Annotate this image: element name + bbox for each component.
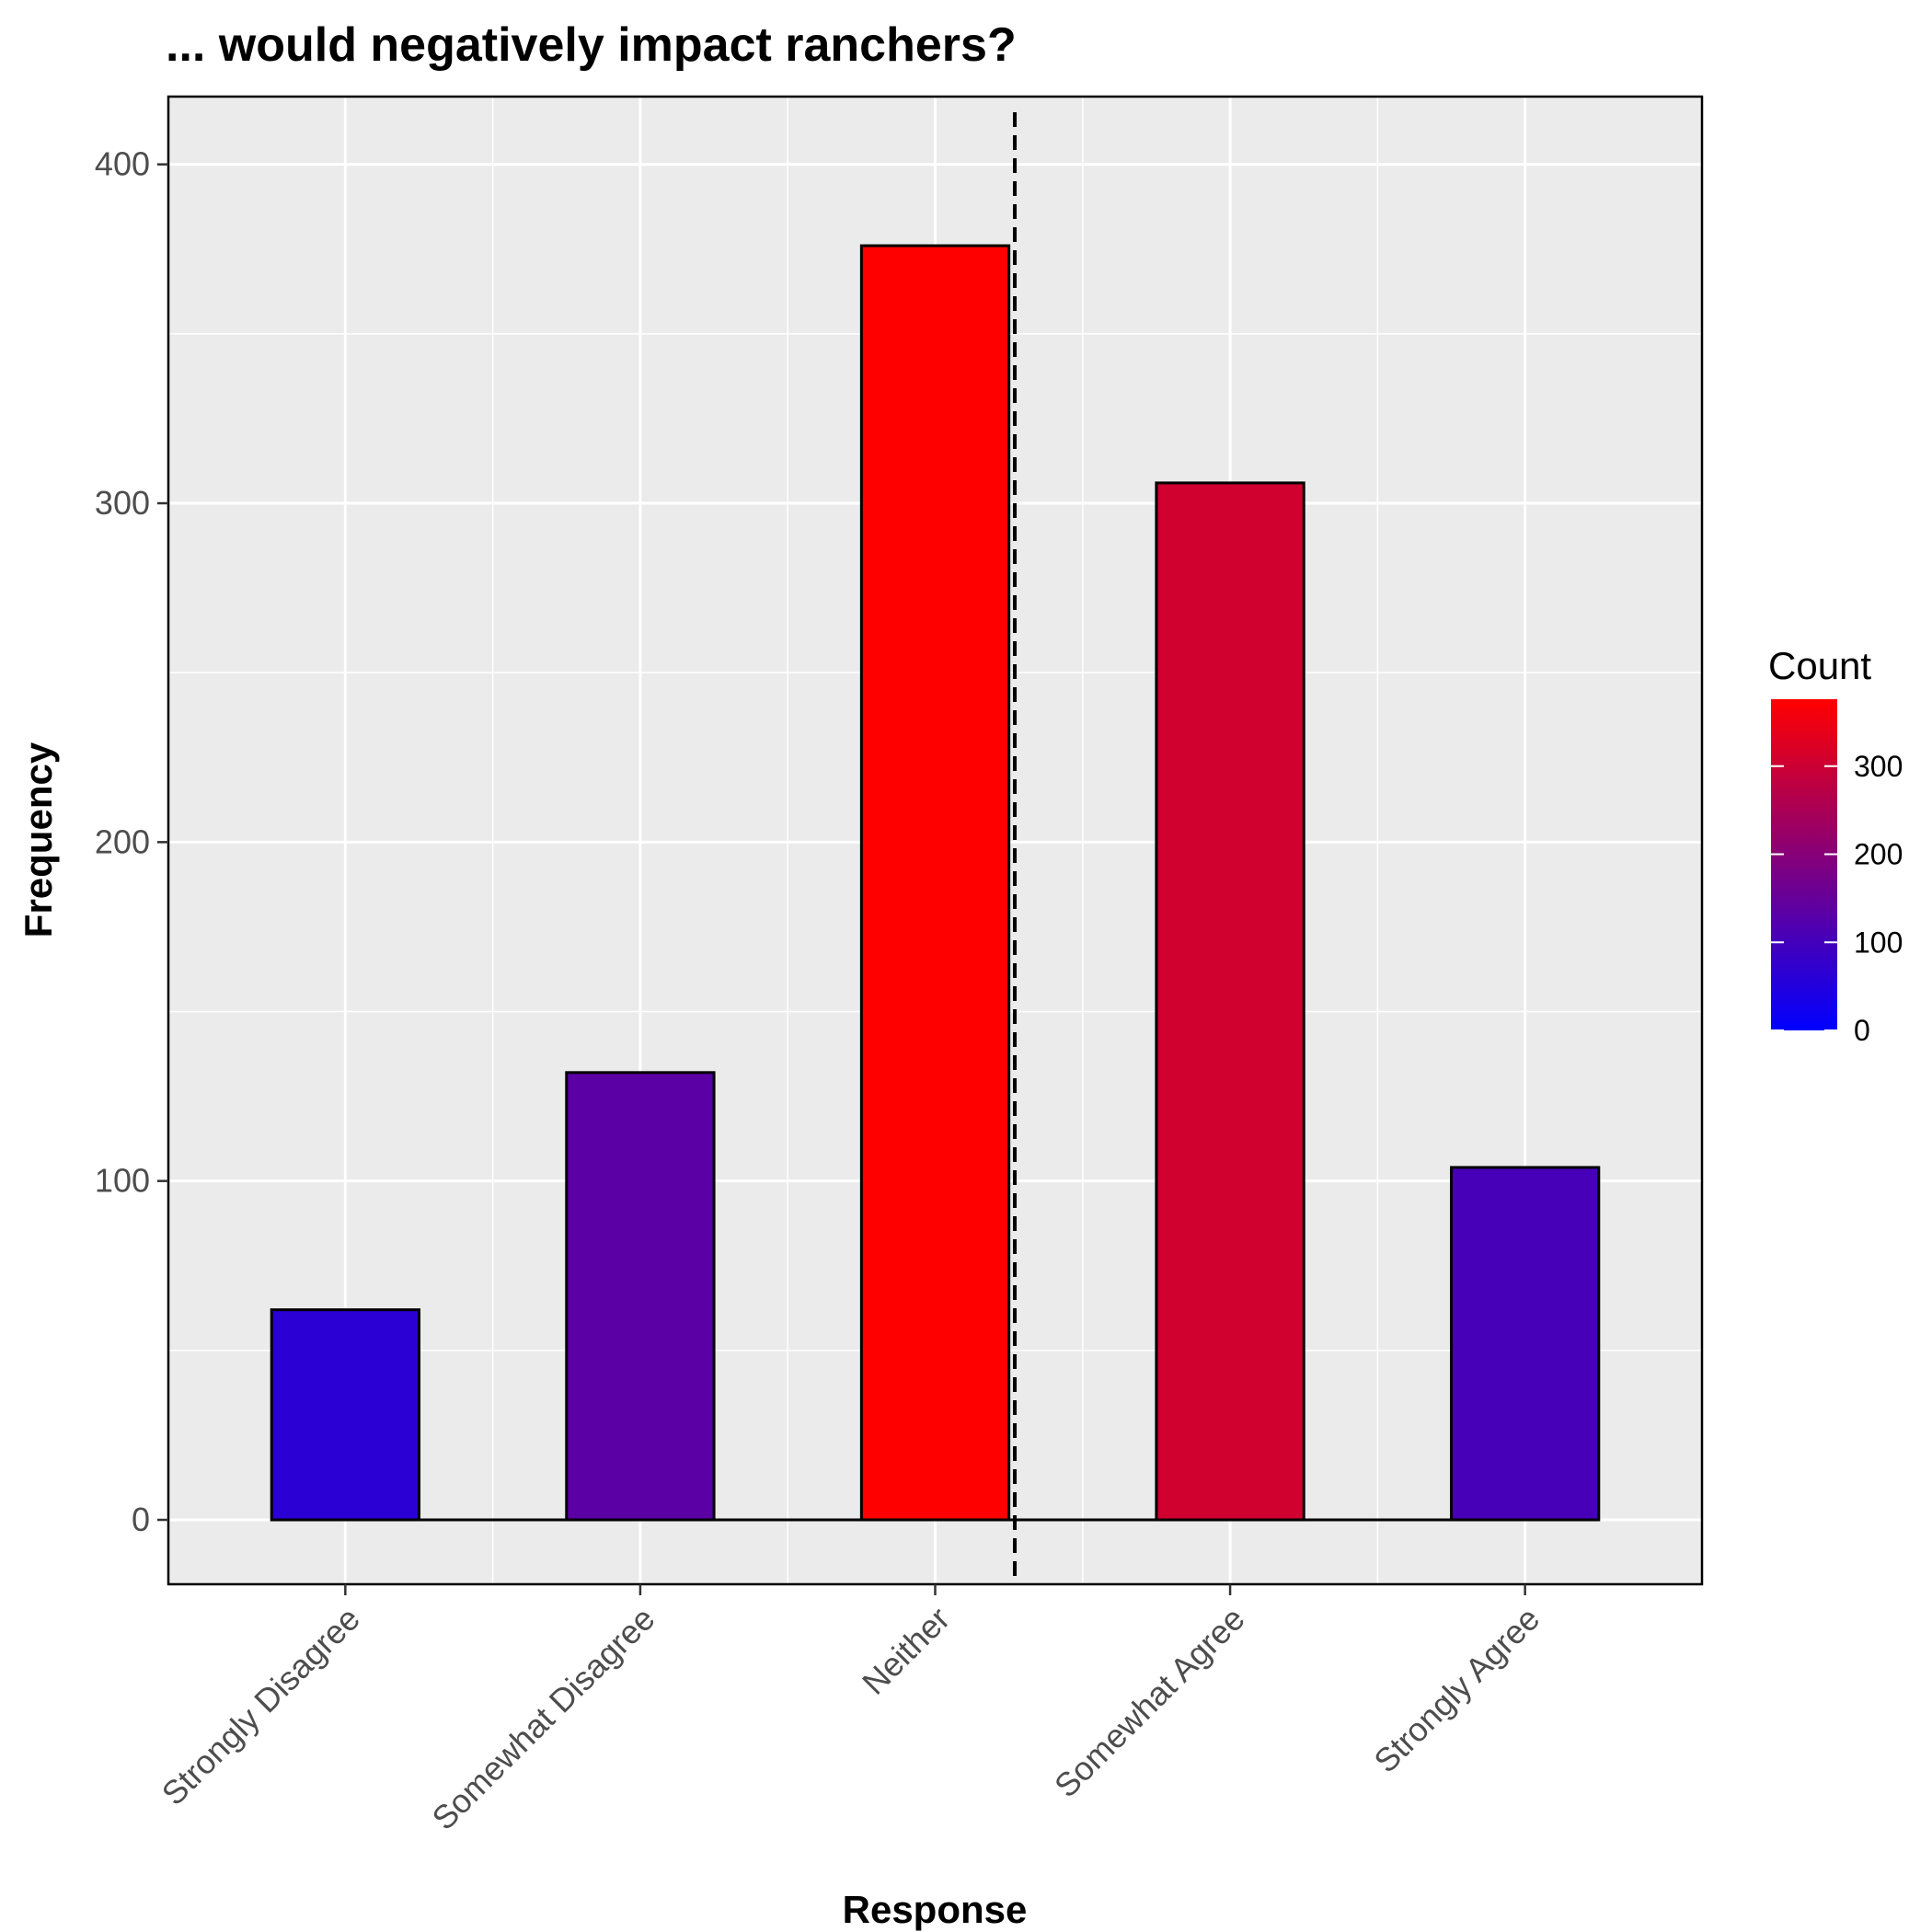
- legend-tick-label: 200: [1854, 838, 1903, 871]
- bar: [1155, 481, 1305, 1522]
- bar: [859, 244, 1011, 1522]
- x-axis-title: Response: [843, 1888, 1028, 1931]
- bars-layer: [270, 244, 1601, 1522]
- x-tick-label: Somewhat Agree: [1047, 1600, 1252, 1805]
- y-axis: 0 100 200 300 400: [95, 145, 168, 1538]
- y-tick-label: 0: [132, 1501, 150, 1538]
- y-tick-label: 200: [95, 822, 150, 860]
- legend-tick-label: 100: [1854, 926, 1903, 959]
- y-tick-label: 400: [95, 145, 150, 183]
- legend: Count 0 100 200 300: [1768, 644, 1903, 1047]
- legend-title: Count: [1768, 644, 1871, 687]
- y-tick-label: 300: [95, 484, 150, 522]
- bar: [565, 1071, 716, 1522]
- bar: [270, 1308, 420, 1522]
- legend-tick-label: 0: [1854, 1014, 1870, 1047]
- legend-tick-label: 300: [1854, 750, 1903, 783]
- x-tick-label: Strongly Disagree: [155, 1600, 367, 1812]
- legend-colorbar: [1771, 699, 1837, 1030]
- x-tick-label: Neither: [855, 1600, 957, 1702]
- x-tick-label: Somewhat Disagree: [424, 1600, 661, 1837]
- y-axis-title: Frequency: [17, 742, 60, 937]
- chart-title: ... would negatively impact ranchers?: [166, 18, 1017, 72]
- x-axis: Strongly Disagree Somewhat Disagree Neithe…: [155, 1584, 1547, 1837]
- bar: [1450, 1166, 1601, 1522]
- x-tick-label: Strongly Agree: [1366, 1600, 1547, 1780]
- legend-ticks: 0 100 200 300: [1771, 750, 1903, 1047]
- y-tick-label: 100: [95, 1162, 150, 1200]
